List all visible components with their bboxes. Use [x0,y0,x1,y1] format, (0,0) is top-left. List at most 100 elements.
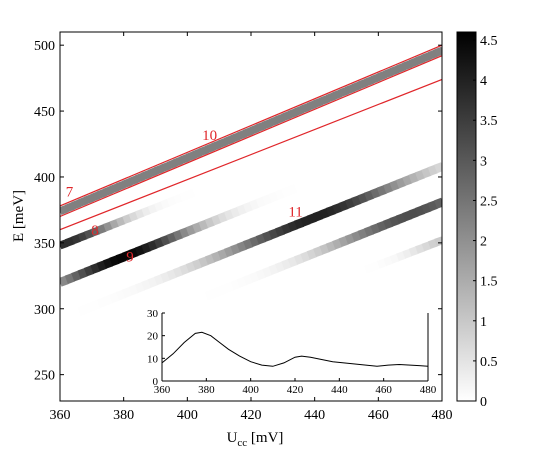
inset-x-tick-label: 360 [154,384,171,396]
band-segment [268,300,279,311]
colorbar-tick-label: 1.5 [480,275,498,290]
band-segment [134,172,145,183]
band-segment [364,225,375,237]
band-segment [274,188,285,200]
band-segment [243,274,254,286]
band-segment [357,78,368,90]
band-segment [370,223,381,235]
band-segment [408,172,419,184]
band-segment [134,281,145,293]
band-segment [338,273,349,284]
band-segment [415,97,425,108]
band-segment [236,204,247,216]
inset-series-line [161,331,429,367]
band-segment [389,65,400,76]
band-segment [344,160,356,172]
band-segment [364,190,375,202]
band-segment [60,239,69,250]
band-segment [128,175,139,186]
band-segment [153,237,165,249]
band-segment [345,84,355,95]
band-segment [64,202,75,213]
band-segment [256,305,266,316]
band-segment [294,253,305,265]
band-segment [122,356,132,367]
band-segment [402,248,413,259]
band-segment [396,105,406,116]
band-segment [402,210,413,222]
band-segment [122,287,133,299]
band-segment [389,143,400,155]
band-segment [128,320,139,332]
band-segment [154,344,164,355]
x-tick-label: 440 [304,408,325,423]
band-segment [198,219,209,231]
band-segment [357,155,368,167]
colorbar-tick-label: 2 [480,235,487,250]
band-segment [306,100,317,111]
inset-ticks: 360 380 400 420 440 460 480 0 10 20 30 [147,308,437,396]
band-segment [96,224,107,235]
band-segment [281,295,292,306]
band-segment [351,268,362,279]
band-segment [211,140,222,151]
band-segment [402,60,413,71]
band-segment [338,235,349,247]
band-segment [64,345,75,357]
band-segment [217,284,228,296]
band-segment [370,187,381,199]
band-segment [211,178,222,189]
band-segment [338,163,349,175]
band-segment [281,186,292,198]
band-segment [421,241,432,252]
band-segment [135,352,145,363]
band-segment [128,354,139,365]
band-segment [427,200,438,212]
band-segment [408,207,419,219]
band-annotation: 10 [202,128,217,144]
band-segment [84,371,94,382]
band-segment [294,105,304,116]
x-axis-label-unit: [mV] [247,430,283,446]
band-segment [249,124,260,135]
band-segment [115,216,126,227]
band-segment [122,178,133,189]
band-segment [357,120,368,131]
band-segment [351,158,362,170]
y-tick-label: 400 [34,171,55,186]
band-segment [370,73,381,84]
band-segment [198,183,209,194]
band-segment [332,238,343,250]
heatmap-band [60,125,442,287]
band-segment [96,332,107,344]
band-segment [415,243,425,254]
band-segment [179,227,190,239]
boundary-lines [60,44,442,231]
band-segment [344,197,356,209]
x-tick-label: 460 [368,408,389,423]
band-segment [109,255,120,267]
x-axis-label: U [227,430,238,446]
band-segment [376,148,387,160]
band-segment [223,209,235,221]
band-segment [230,171,241,182]
band-segment [376,70,387,81]
band-segment [255,196,266,208]
band-segment [376,220,387,232]
band-segment [224,173,234,184]
band-segment [249,271,260,283]
band-segment [389,180,400,192]
y-tick-label: 300 [34,303,55,318]
band-segment [281,111,292,122]
x-axis-ticks: 360 380 400 420 440 460 480 [50,32,453,423]
band-segment [236,276,247,288]
band-segment [204,143,215,154]
band-segment [255,121,266,132]
band-segment [306,248,317,260]
band-segment [313,210,324,222]
band-segment [141,279,152,291]
band-segment [332,275,343,286]
band-segment [255,233,266,245]
band-segment [294,145,304,156]
